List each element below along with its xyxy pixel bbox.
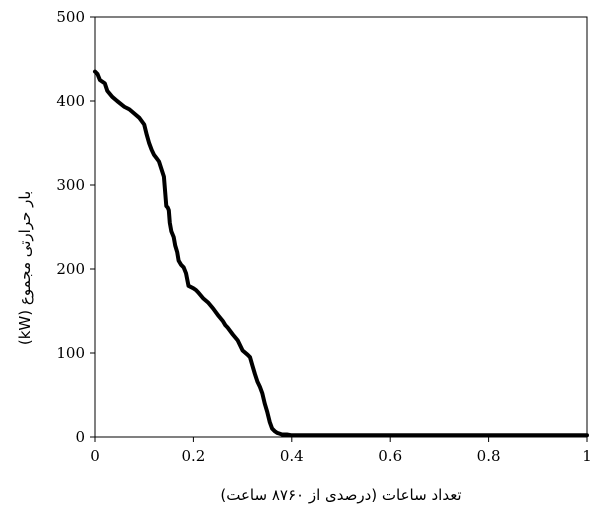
y-tick-label: 500 (56, 8, 85, 26)
x-tick-label: 0 (90, 447, 100, 465)
y-axis-label: بار حرارتی مجموع (kW) (16, 191, 34, 345)
x-tick-label: 0.6 (378, 447, 402, 465)
x-tick-label: 1 (582, 447, 592, 465)
y-tick-label: 400 (56, 92, 85, 110)
y-tick-label: 300 (56, 176, 85, 194)
y-tick-label: 100 (56, 344, 85, 362)
x-tick-label: 0.4 (280, 447, 304, 465)
x-axis-label: تعداد ساعات (درصدی از ۸۷۶۰ ساعت) (220, 486, 461, 504)
x-tick-label: 0.2 (181, 447, 205, 465)
x-tick-label: 0.8 (477, 447, 501, 465)
series-line (93, 69, 589, 438)
y-tick-label: 0 (75, 428, 85, 446)
y-tick-label: 200 (56, 260, 85, 278)
